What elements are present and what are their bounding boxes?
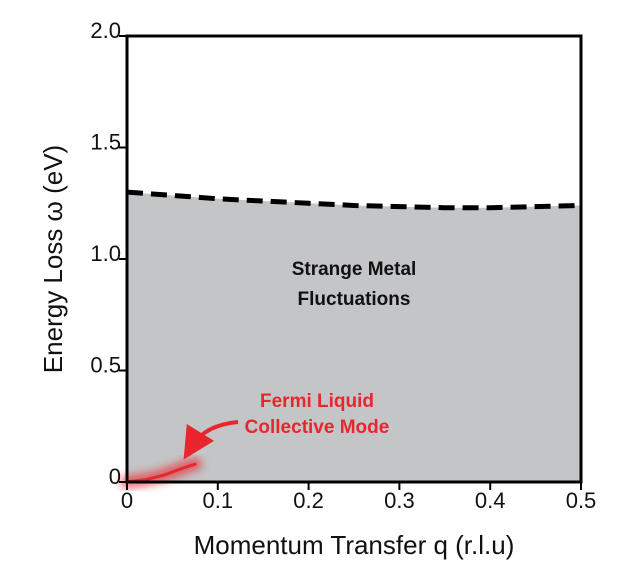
boundary-line — [126, 189, 582, 211]
x-tick-label: 0.1 — [203, 488, 234, 513]
y-tick-label: 1.5 — [90, 129, 121, 154]
y-tick-label: 2.0 — [90, 18, 121, 43]
annotation: Strange Metal — [292, 259, 417, 280]
annotation: Fermi Liquid — [260, 391, 374, 412]
y-tick-label: 1.0 — [90, 241, 121, 266]
y-tick-label: 0.5 — [90, 352, 121, 377]
annotation: Fluctuations — [298, 289, 411, 310]
area-fill — [127, 192, 581, 482]
x-axis-title: Momentum Transfer q (r.l.u) — [194, 530, 515, 560]
x-tick-label: 0.3 — [384, 488, 415, 513]
x-tick-label: 0.2 — [293, 488, 324, 513]
x-tick-label: 0.5 — [566, 488, 597, 513]
x-tick-label: 0 — [121, 488, 133, 513]
x-tick-label: 0.4 — [475, 488, 506, 513]
annotation: Collective Mode — [245, 417, 390, 438]
arrow — [183, 420, 239, 460]
y-tick-label: 0 — [109, 464, 121, 489]
y-axis-title: Energy Loss ω (eV) — [38, 145, 68, 373]
